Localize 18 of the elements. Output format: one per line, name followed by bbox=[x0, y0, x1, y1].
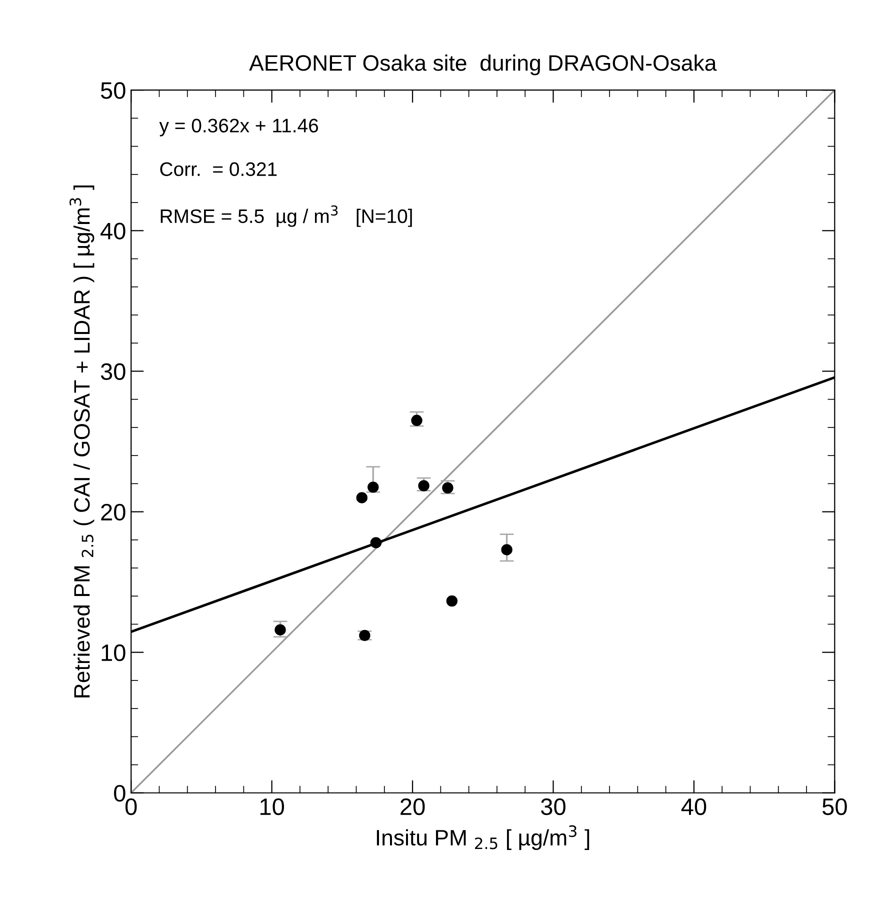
chart-title: AERONET Osaka site during DRAGON-Osaka bbox=[249, 54, 717, 76]
x-tick-label: 10 bbox=[260, 798, 284, 816]
x-tick-label: 50 bbox=[822, 798, 847, 816]
y-tick-label: 50 bbox=[100, 82, 126, 99]
y-tick-label: 10 bbox=[102, 644, 126, 662]
annotation: Corr. = 0.321 bbox=[160, 162, 277, 176]
x-tick-label: 30 bbox=[541, 798, 566, 816]
x-tick-label: 20 bbox=[400, 798, 425, 816]
annotation: y = 0.362x + 11.46 bbox=[159, 118, 318, 136]
x-tick-label: 0 bbox=[125, 798, 137, 816]
y-tick-label: 40 bbox=[100, 222, 126, 240]
y-axis-title: Retrieved PM $_{2.5}$ ( CAI / GOSAT + LIDAR ) [ µg/m$^{3}$ ] bbox=[70, 186, 94, 698]
text: RMSE = 5.5 µg / m$^{3}$ [N=10] bbox=[160, 205, 412, 227]
y-tick-label: 20 bbox=[101, 504, 126, 521]
y-tick-label: 0 bbox=[114, 784, 126, 802]
y-tick-label: 30 bbox=[100, 363, 126, 380]
x-axis-title: Insitu PM $_{2.5}$ [ µg/m$^{3}$ ] bbox=[376, 825, 590, 850]
x-tick-label: 40 bbox=[681, 798, 706, 816]
